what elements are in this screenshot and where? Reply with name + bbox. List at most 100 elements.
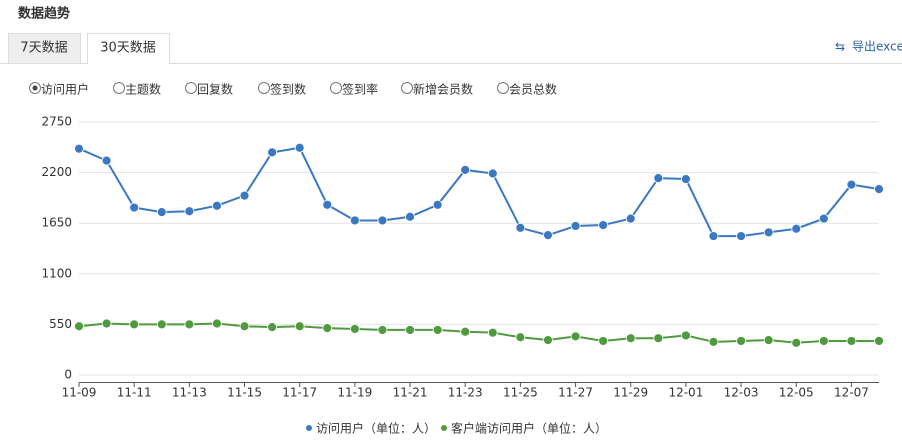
point: [708, 231, 719, 241]
point: [129, 202, 140, 213]
x-tick-label: 11-15: [227, 386, 262, 400]
y-tick-label: 2200: [41, 165, 72, 179]
point: [432, 199, 443, 210]
point: [212, 318, 222, 329]
point: [487, 168, 498, 179]
point: [598, 336, 609, 346]
point: [267, 322, 278, 333]
tab-label[interactable]: 30天数据: [100, 41, 156, 56]
point: [791, 223, 802, 234]
tab[interactable]: [87, 33, 170, 64]
export-link[interactable]: 导出excel: [852, 40, 902, 54]
point: [239, 190, 250, 201]
radio[interactable]: [497, 82, 509, 94]
point: [818, 336, 829, 346]
point: [763, 335, 774, 345]
y-tick-label: 1100: [41, 266, 72, 280]
radio[interactable]: [113, 82, 125, 94]
y-tick-label: 1650: [41, 216, 72, 230]
point: [322, 199, 333, 210]
radio-label[interactable]: 签到率: [342, 82, 378, 97]
x-tick-label: 11-11: [117, 386, 152, 400]
point: [101, 318, 112, 329]
point: [74, 321, 84, 332]
point: [377, 325, 388, 335]
x-tick-label: 11-21: [393, 386, 428, 400]
point: [432, 325, 443, 335]
export-icon[interactable]: ⇆: [835, 40, 845, 54]
y-tick-label: 550: [49, 317, 72, 331]
x-tick-label: 11-09: [62, 386, 97, 400]
y-tick-label: 0: [64, 368, 72, 382]
legend-label[interactable]: 客户端访问用户（单位：人）: [451, 421, 607, 436]
point: [101, 155, 112, 166]
point: [156, 319, 167, 330]
legend-marker: [441, 425, 447, 431]
point: [846, 179, 857, 190]
point: [543, 335, 553, 345]
point: [515, 332, 526, 343]
tab-label[interactable]: 7天数据: [20, 41, 67, 56]
point: [184, 206, 195, 217]
point: [487, 327, 498, 338]
x-tick-label: 11-25: [503, 386, 538, 400]
point: [184, 319, 195, 330]
series-line: [78, 322, 879, 344]
point: [129, 319, 140, 330]
point: [294, 142, 305, 153]
y-tick-label: 2750: [41, 115, 72, 129]
radio-label[interactable]: 会员总数: [509, 82, 557, 97]
point: [736, 336, 746, 346]
point: [460, 164, 471, 175]
legend-marker: [306, 425, 312, 431]
point: [405, 325, 415, 335]
radio[interactable]: [330, 82, 342, 94]
point: [763, 227, 774, 238]
x-tick-label: 12-01: [668, 386, 703, 400]
point: [653, 173, 664, 184]
point: [818, 213, 829, 224]
point: [294, 321, 305, 332]
point: [791, 337, 802, 348]
radio[interactable]: [401, 82, 413, 94]
point: [680, 174, 691, 184]
radio-label[interactable]: 回复数: [197, 82, 233, 97]
radio[interactable]: [185, 82, 197, 94]
point: [874, 184, 884, 195]
point: [156, 207, 167, 218]
point: [267, 147, 278, 158]
point: [570, 331, 581, 342]
legend-label[interactable]: 访问用户（单位：人）: [316, 421, 436, 436]
point: [680, 330, 691, 341]
x-tick-label: 11-27: [558, 386, 593, 400]
point: [74, 143, 84, 154]
tab[interactable]: [8, 33, 81, 64]
radio-dot: [32, 85, 38, 91]
point: [708, 336, 719, 347]
radio[interactable]: [258, 82, 270, 94]
radio-label[interactable]: 主题数: [125, 82, 161, 97]
point: [736, 231, 746, 241]
point: [349, 215, 360, 226]
point: [322, 323, 333, 333]
x-tick-label: 12-03: [724, 386, 759, 400]
x-tick-label: 12-07: [834, 386, 869, 400]
point: [625, 213, 636, 224]
point: [460, 326, 471, 337]
point: [543, 230, 553, 241]
radio-label[interactable]: 签到数: [270, 82, 306, 97]
point: [598, 220, 609, 230]
radio-label[interactable]: 访问用户: [41, 82, 89, 97]
x-tick-label: 11-19: [337, 386, 372, 400]
x-tick-label: 11-29: [613, 386, 648, 400]
x-tick-label: 11-17: [282, 386, 317, 400]
point: [874, 336, 884, 346]
radio-label[interactable]: 新增会员数: [413, 82, 473, 97]
point: [846, 336, 857, 346]
point: [377, 215, 388, 226]
section-title: 数据趋势: [18, 6, 70, 22]
point: [570, 221, 581, 231]
x-tick-label: 11-23: [448, 386, 483, 400]
